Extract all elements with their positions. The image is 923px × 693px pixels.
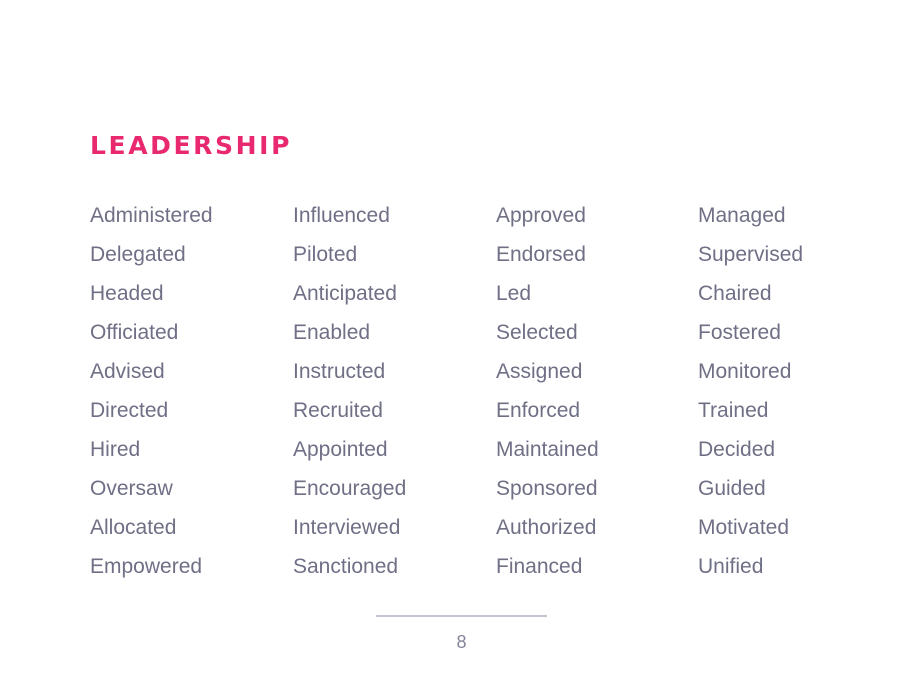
word-item: Influenced	[293, 204, 390, 227]
word-item: Oversaw	[90, 477, 173, 500]
word-item: Unified	[698, 555, 764, 578]
word-item: Guided	[698, 477, 766, 500]
word-item: Selected	[496, 321, 578, 344]
word-item: Authorized	[496, 516, 597, 539]
word-column-3: Approved Endorsed Led Selected Assigned Enfor…	[496, 196, 599, 586]
word-item: Advised	[90, 360, 165, 383]
word-item: Hired	[90, 438, 141, 461]
word-item: Allocated	[90, 516, 177, 539]
word-item: Administered	[90, 204, 213, 227]
word-item: Directed	[90, 399, 169, 422]
word-item: Financed	[496, 555, 583, 578]
word-column-4: Managed Supervised Chaired Fostered Monitore…	[698, 196, 803, 586]
word-item: Delegated	[90, 243, 186, 266]
word-item: Monitored	[698, 360, 792, 383]
word-item: Piloted	[293, 243, 358, 266]
word-item: Assigned	[496, 360, 583, 383]
footer-divider	[376, 615, 547, 617]
word-item: Sanctioned	[293, 555, 399, 578]
word-item: Trained	[698, 399, 769, 422]
word-item: Anticipated	[293, 282, 397, 305]
section-title: LEADERSHIP	[90, 131, 292, 160]
word-item: Headed	[90, 282, 164, 305]
word-item: Chaired	[698, 282, 772, 305]
word-item: Officiated	[90, 321, 179, 344]
word-item: Supervised	[698, 243, 804, 266]
word-item: Motivated	[698, 516, 790, 539]
word-item: Managed	[698, 204, 786, 227]
word-item: Enabled	[293, 321, 371, 344]
word-item: Interviewed	[293, 516, 401, 539]
word-column-2: Influenced Piloted Anticipated Enabled Instr…	[293, 196, 406, 586]
word-column-1: Administered Delegated Headed Officiated Adv…	[90, 196, 213, 586]
word-item: Led	[496, 282, 532, 305]
word-item: Recruited	[293, 399, 383, 422]
word-item: Enforced	[496, 399, 581, 422]
word-item: Encouraged	[293, 477, 407, 500]
page-number: 8	[456, 632, 467, 652]
word-item: Sponsored	[496, 477, 598, 500]
word-item: Approved	[496, 204, 586, 227]
word-item: Instructed	[293, 360, 386, 383]
word-item: Empowered	[90, 555, 203, 578]
word-item: Maintained	[496, 438, 599, 461]
word-item: Fostered	[698, 321, 781, 344]
word-item: Endorsed	[496, 243, 586, 266]
word-item: Decided	[698, 438, 776, 461]
word-item: Appointed	[293, 438, 388, 461]
